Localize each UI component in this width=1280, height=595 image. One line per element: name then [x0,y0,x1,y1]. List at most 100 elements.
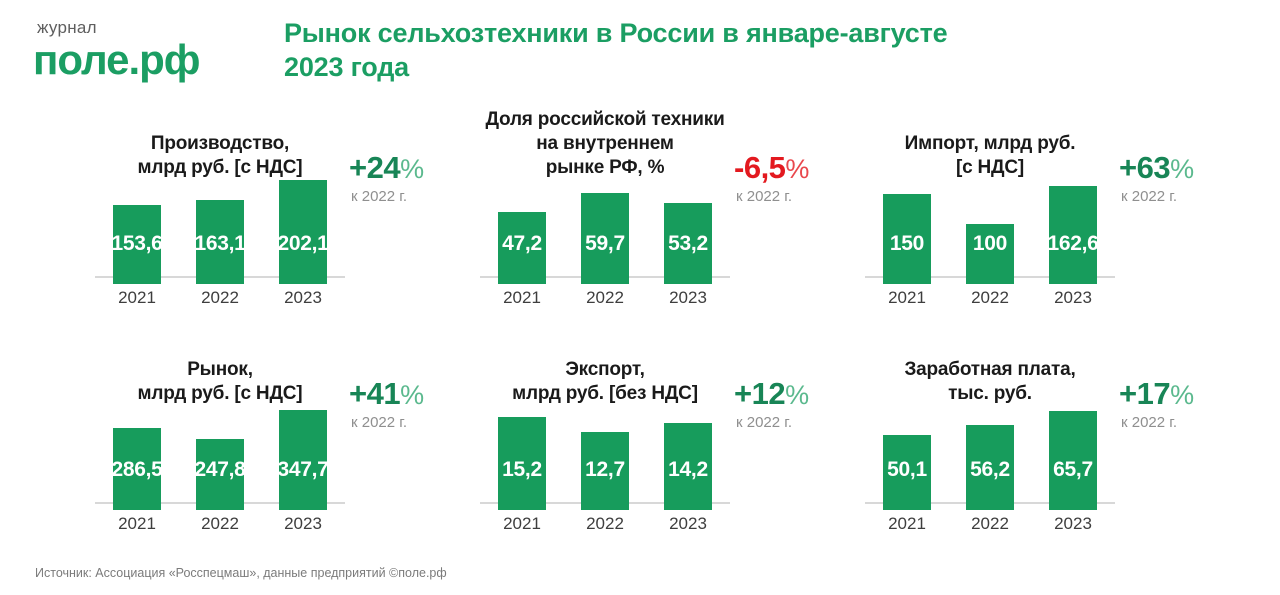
bar-value-label: 59,7 [585,232,625,255]
x-tick-2022: 2022 [201,514,239,533]
percent-sign: % [785,154,810,184]
bar-value-label: 47,2 [502,232,542,255]
delta-badge: +17% к 2022 г. [1115,332,1194,534]
x-tick-2021: 2021 [503,288,541,307]
bar-2021: 150 [883,194,931,284]
delta-badge: +12% к 2022 г. [730,332,809,534]
bar-2021: 50,1 [883,435,931,510]
chart-title-line: на внутреннем [536,133,674,154]
chart-area: Рынок, млрд руб. [с НДС] 286,5 247,8 347,7 20… [95,332,345,534]
x-axis-ticks: 2021 2022 2023 [480,288,730,308]
chart-card-3: Импорт, млрд руб. [с НДС] 150 100 162,6 2021 2… [830,106,1215,308]
chart-title-line: [с НДС] [955,157,1025,178]
bar-2022: 59,7 [581,193,629,284]
delta-caption: к 2022 г. [736,188,793,205]
bar-value-label: 65,7 [1053,458,1093,481]
x-tick-2021: 2021 [888,514,926,533]
x-tick-2022: 2022 [971,288,1009,307]
delta-number: +12 [734,376,786,411]
percent-sign: % [1170,154,1195,184]
chart-title: Доля российской техники на внутреннем рынк… [445,106,765,180]
x-tick-2023: 2023 [669,514,707,533]
x-tick-2022: 2022 [971,514,1009,533]
bar-2021: 153,6 [111,205,163,284]
chart-title-line: рынке РФ, % [545,157,665,178]
bar-value-label: 247,8 [194,458,246,481]
chart-card-5: Экспорт, млрд руб. [без НДС] 15,2 12,7 14,2 2… [445,332,830,534]
chart-title-line: млрд руб. [с НДС] [137,383,303,404]
delta-caption: к 2022 г. [351,414,408,431]
delta-value: +24% [349,150,424,186]
delta-caption: к 2022 г. [736,414,793,431]
chart-title-line: Доля российской техники [485,109,725,130]
x-tick-2022: 2022 [586,288,624,307]
x-axis-ticks: 2021 2022 2023 [95,514,345,534]
bar-plot: 50,1 56,2 65,7 [865,406,1115,510]
delta-badge: -6,5% к 2022 г. [730,106,809,308]
x-axis-ticks: 2021 2022 2023 [865,514,1115,534]
page-title-line2: 2023 года [284,52,409,82]
source-footer: Источник: Ассоциация «Росспецмаш», данны… [35,566,447,580]
bar-value-label: 50,1 [887,458,927,481]
bar-value-label: 150 [889,232,925,255]
x-tick-2021: 2021 [888,288,926,307]
bar-value-label: 12,7 [585,458,625,481]
bar-plot: 153,6 163,1 202,1 [95,180,345,284]
chart-title-line: Импорт, млрд руб. [904,133,1076,154]
bar-plot: 150 100 162,6 [865,180,1115,284]
chart-area: Экспорт, млрд руб. [без НДС] 15,2 12,7 14,2 2… [480,332,730,534]
bar-2023: 162,6 [1047,186,1099,284]
chart-title-line: млрд руб. [с НДС] [137,157,303,178]
percent-sign: % [785,380,810,410]
bar-plot: 15,2 12,7 14,2 [480,406,730,510]
chart-title-line: тыс. руб. [948,383,1032,404]
delta-number: -6,5 [734,150,786,185]
delta-number: +41 [349,376,401,411]
chart-title: Импорт, млрд руб. [с НДС] [830,106,1150,180]
bar-value-label: 347,7 [277,458,329,481]
chart-title: Производство, млрд руб. [с НДС] [60,106,380,180]
chart-title: Заработная плата, тыс. руб. [830,332,1150,406]
bar-value-label: 14,2 [668,458,708,481]
chart-title: Экспорт, млрд руб. [без НДС] [445,332,765,406]
delta-caption: к 2022 г. [1121,414,1178,431]
x-tick-2021: 2021 [118,514,156,533]
x-tick-2023: 2023 [1054,514,1092,533]
delta-caption: к 2022 г. [351,188,408,205]
x-axis-ticks: 2021 2022 2023 [865,288,1115,308]
page-title-line1: Рынок сельхозтехники в России в январе-а… [284,18,948,48]
bar-value-label: 286,5 [111,458,163,481]
x-tick-2023: 2023 [284,514,322,533]
bar-value-label: 202,1 [277,232,329,255]
bar-2023: 347,7 [277,410,329,510]
chart-card-4: Рынок, млрд руб. [с НДС] 286,5 247,8 347,7 20… [60,332,445,534]
chart-area: Доля российской техники на внутреннем рынк… [480,106,730,308]
bar-2022: 56,2 [966,425,1014,510]
header: журнал поле.рф Рынок сельхозтехники в Ро… [0,0,1280,106]
x-tick-2023: 2023 [1054,288,1092,307]
bar-2022: 163,1 [194,200,246,284]
bar-2023: 202,1 [277,180,329,284]
delta-value: -6,5% [734,150,809,186]
bar-2023: 65,7 [1049,411,1097,510]
bar-value-label: 100 [972,232,1008,255]
logo-brand: поле.рф [33,36,201,83]
bar-value-label: 163,1 [194,232,246,255]
chart-area: Производство, млрд руб. [с НДС] 153,6 163,1… [95,106,345,308]
chart-card-1: Производство, млрд руб. [с НДС] 153,6 163,1… [60,106,445,308]
charts-grid: Производство, млрд руб. [с НДС] 153,6 163,1… [60,106,1280,534]
x-tick-2022: 2022 [201,288,239,307]
delta-number: +24 [349,150,401,185]
x-tick-2021: 2021 [503,514,541,533]
bar-value-label: 162,6 [1047,232,1099,255]
chart-card-2: Доля российской техники на внутреннем рынк… [445,106,830,308]
chart-area: Импорт, млрд руб. [с НДС] 150 100 162,6 2021 2… [865,106,1115,308]
chart-title-line: Рынок, [187,359,253,380]
chart-title-line: Производство, [150,133,290,154]
bar-2021: 286,5 [111,428,163,510]
delta-value: +12% [734,376,809,412]
x-tick-2023: 2023 [669,288,707,307]
delta-value: +41% [349,376,424,412]
bar-plot: 286,5 247,8 347,7 [95,406,345,510]
